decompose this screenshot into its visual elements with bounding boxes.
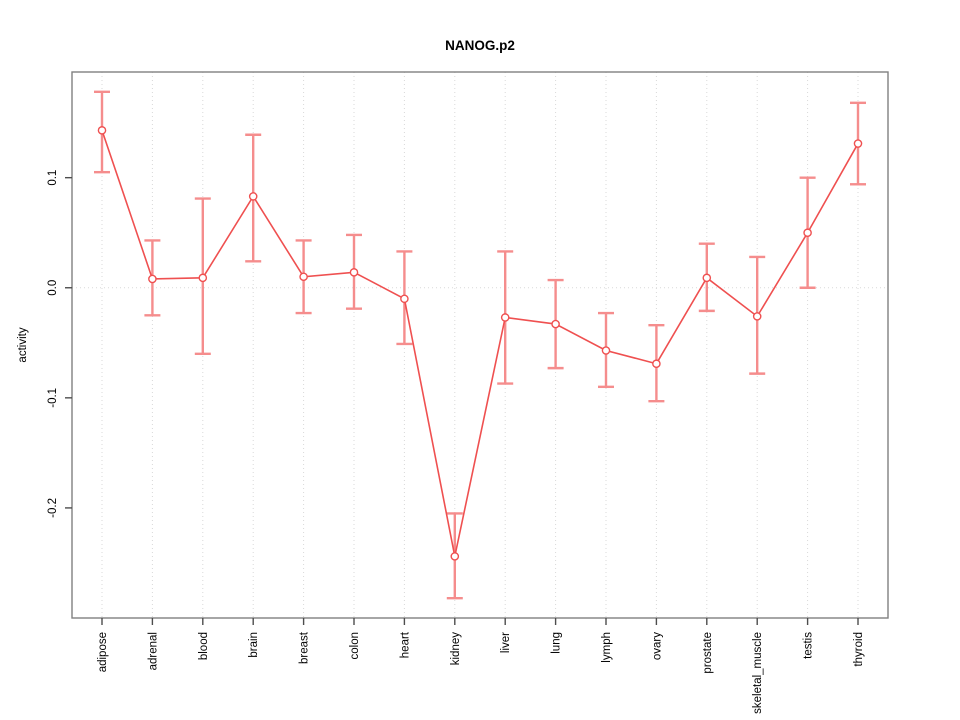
y-tick-label: 0.1 bbox=[47, 170, 59, 186]
x-tick-label: adipose bbox=[97, 632, 109, 672]
x-tick-label: ovary bbox=[651, 632, 663, 660]
data-point bbox=[601, 346, 611, 355]
x-tick-label: lung bbox=[551, 632, 563, 654]
y-tick-label: -0.2 bbox=[47, 498, 59, 518]
data-point bbox=[198, 273, 208, 283]
x-tick-label: prostate bbox=[702, 632, 714, 674]
data-point bbox=[752, 312, 762, 321]
chart-title: NANOG.p2 bbox=[445, 38, 515, 53]
y-tick-label: -0.1 bbox=[47, 388, 59, 408]
x-tick-label: skeletal_muscle bbox=[752, 632, 764, 714]
data-point bbox=[702, 273, 712, 283]
data-point bbox=[853, 139, 863, 148]
x-tick-label: lymph bbox=[601, 632, 613, 663]
x-tick-label: blood bbox=[198, 632, 210, 660]
x-tick-label: thyroid bbox=[853, 632, 865, 667]
data-point bbox=[500, 313, 510, 322]
x-tick-label: liver bbox=[500, 632, 512, 653]
y-axis-label: activity bbox=[17, 327, 29, 362]
y-tick-label: 0.0 bbox=[47, 280, 59, 296]
x-tick-label: brain bbox=[248, 632, 260, 658]
plot-box bbox=[71, 71, 889, 619]
x-tick-label: colon bbox=[349, 632, 361, 660]
data-point bbox=[652, 359, 661, 369]
data-point bbox=[551, 319, 560, 329]
data-point bbox=[349, 268, 359, 277]
data-point bbox=[803, 228, 812, 238]
data-point bbox=[450, 552, 460, 561]
data-point bbox=[400, 294, 409, 304]
x-tick-label: breast bbox=[299, 631, 311, 664]
x-tick-label: heart bbox=[399, 631, 411, 658]
data-point bbox=[248, 192, 258, 201]
data-point bbox=[97, 126, 107, 135]
x-tick-label: testis bbox=[803, 632, 815, 659]
data-line bbox=[101, 130, 859, 557]
data-point bbox=[148, 274, 157, 284]
data-point bbox=[299, 272, 308, 282]
x-tick-label: adrenal bbox=[147, 632, 159, 670]
x-tick-label: kidney bbox=[450, 632, 462, 665]
